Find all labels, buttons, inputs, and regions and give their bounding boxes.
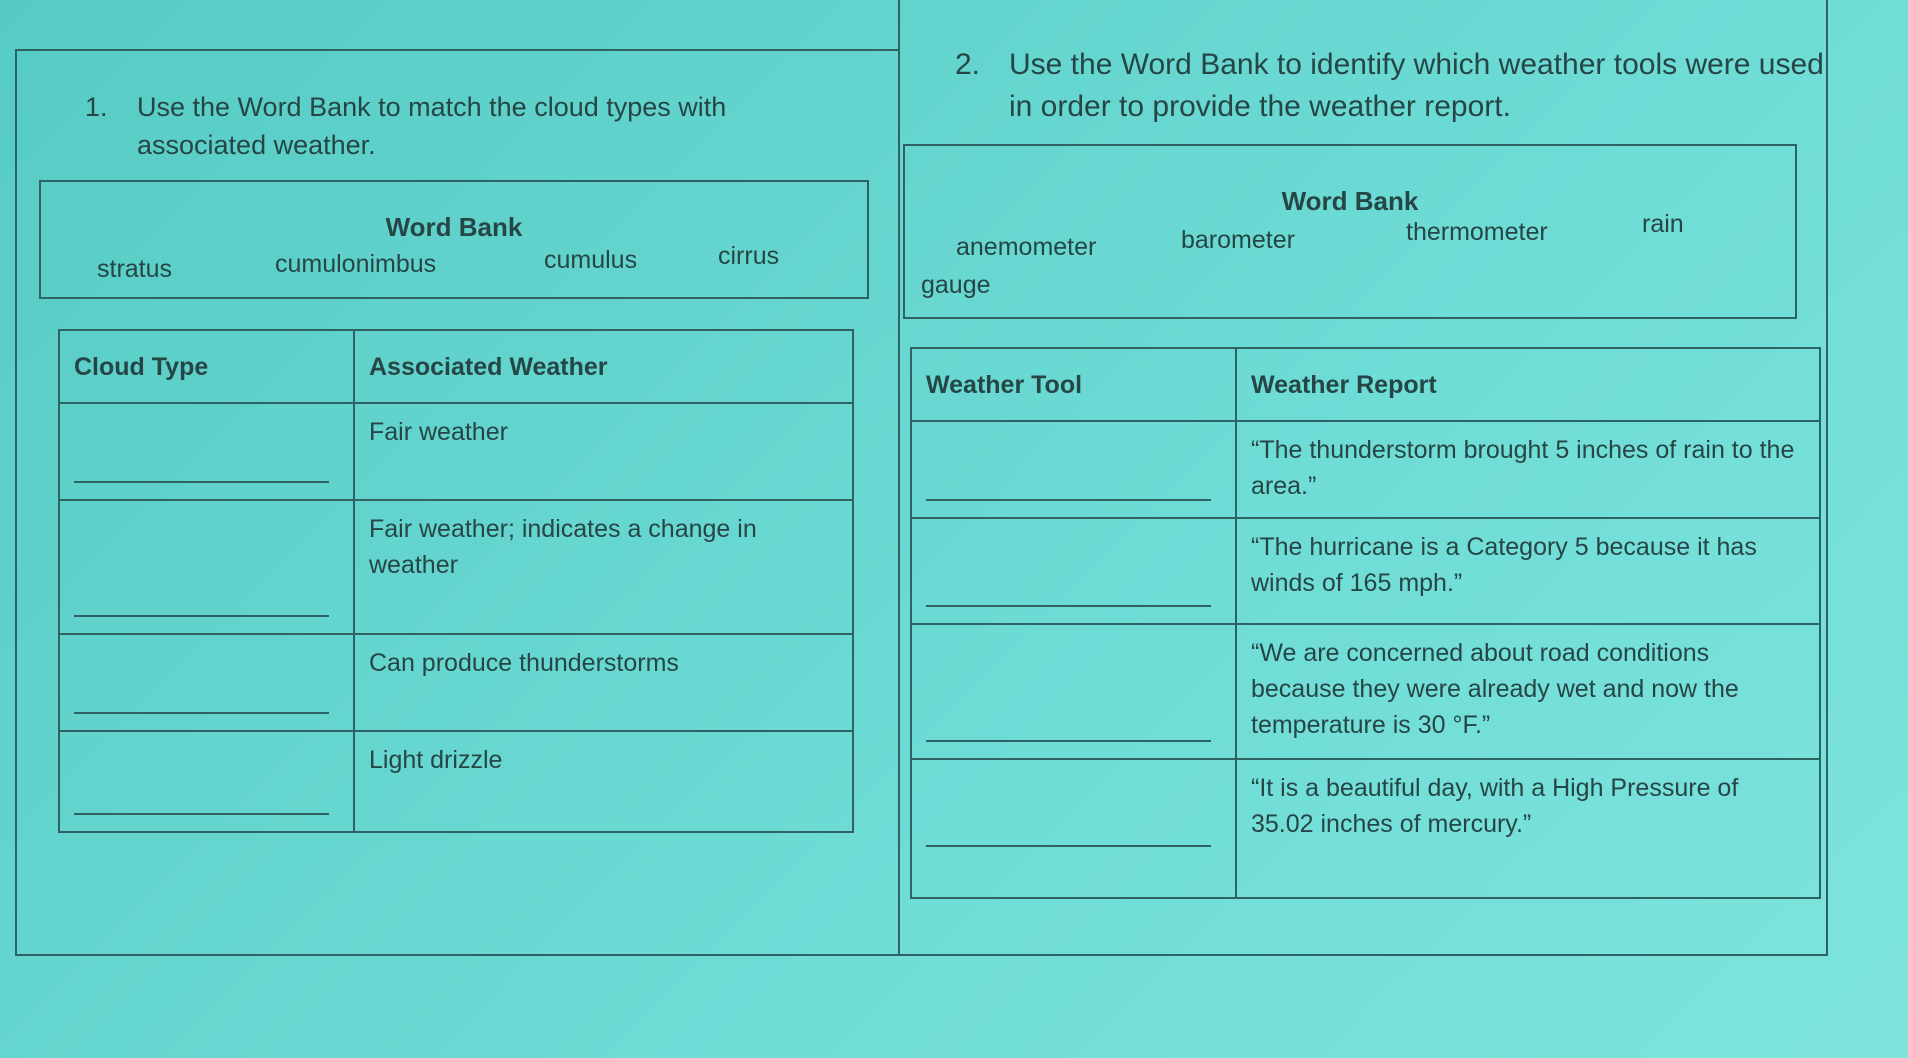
table-row: “It is a beautiful day, with a High Pres… — [910, 758, 1821, 899]
word: cumulonimbus — [275, 250, 437, 278]
column-header: Cloud Type — [58, 329, 355, 404]
weather-tool-table: Weather Tool Weather Report “The thunders… — [910, 347, 1821, 899]
answer-blank[interactable] — [74, 481, 329, 483]
question-number: 2. — [955, 48, 981, 81]
table-row: Fair weather; indicates a change in weat… — [58, 499, 854, 635]
question-2-prompt: 2. Use the Word Bank to identify which we… — [955, 44, 1829, 128]
answer-blank[interactable] — [926, 740, 1211, 742]
question-2-panel — [898, 0, 1828, 956]
table-row: Can produce thunderstorms — [58, 633, 854, 732]
table-row: “The thunderstorm brought 5 inches of ra… — [910, 420, 1821, 519]
word: thermometer — [1406, 218, 1548, 246]
answer-blank[interactable] — [74, 813, 329, 815]
column-header: Associated Weather — [353, 329, 854, 404]
word: cirrus — [718, 242, 780, 270]
answer-blank[interactable] — [926, 845, 1211, 847]
word-bank-1: Word Bank stratus cumulonimbus cumulus c… — [39, 180, 869, 299]
column-header: Weather Tool — [910, 347, 1237, 422]
answer-blank[interactable] — [74, 615, 329, 617]
word-bank-title: Word Bank — [385, 212, 523, 242]
table-row: Fair weather — [58, 402, 854, 501]
question-number: 1. — [85, 92, 108, 122]
table-row: Light drizzle — [58, 730, 854, 833]
word: gauge — [921, 271, 991, 299]
word-bank-2: Word Bank anemometer barometer thermomet… — [903, 144, 1797, 319]
answer-blank[interactable] — [74, 712, 329, 714]
word: anemometer — [956, 233, 1097, 261]
cloud-type-table: Cloud Type Associated Weather Fair weathe… — [58, 329, 854, 833]
word: rain — [1642, 210, 1684, 238]
question-1-prompt: 1. Use the Word Bank to match the cloud t… — [79, 88, 837, 164]
table-row: “The hurricane is a Category 5 because i… — [910, 517, 1821, 625]
word: barometer — [1181, 226, 1295, 254]
table-row: “We are concerned about road conditions … — [910, 623, 1821, 760]
word: cumulus — [544, 246, 638, 274]
column-header: Weather Report — [1235, 347, 1821, 422]
answer-blank[interactable] — [926, 605, 1211, 607]
word-bank-title: Word Bank — [1281, 186, 1419, 216]
word: stratus — [97, 255, 173, 283]
answer-blank[interactable] — [926, 499, 1211, 501]
